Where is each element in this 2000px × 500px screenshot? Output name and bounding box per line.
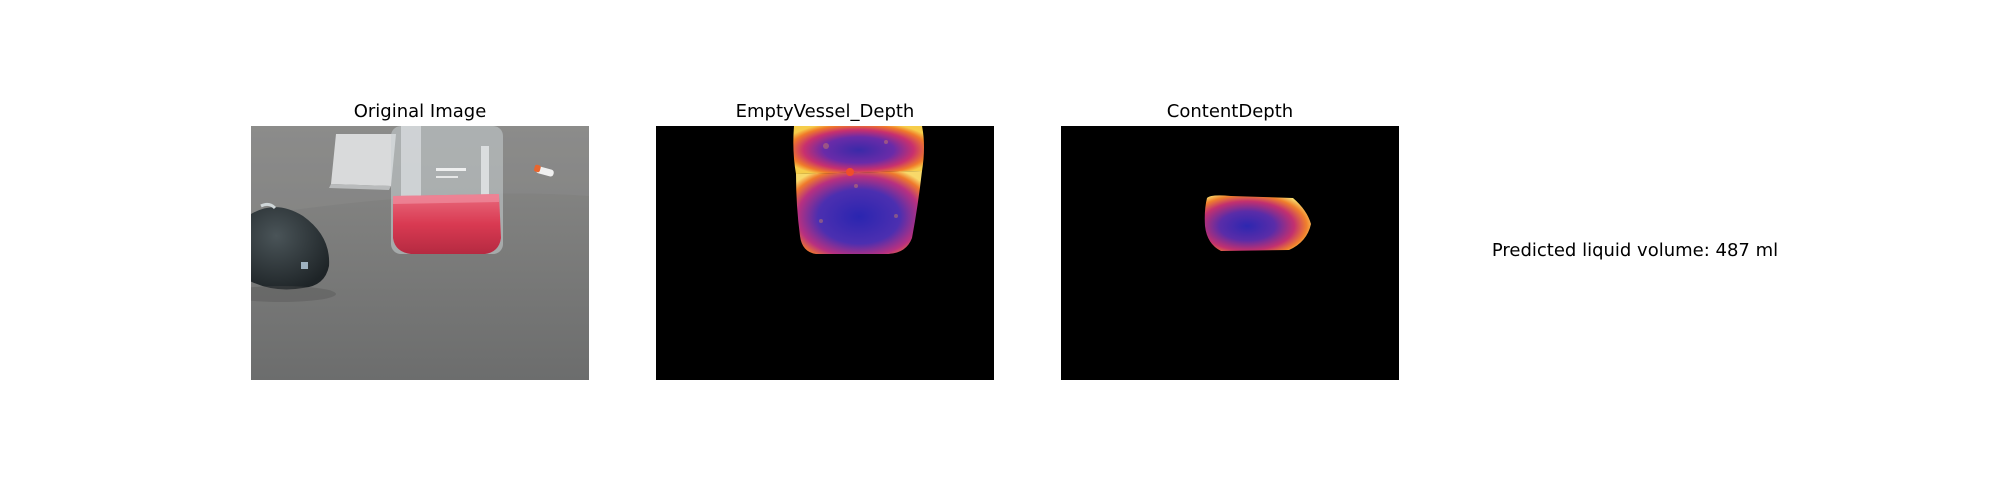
empty-vessel-depth-map — [656, 126, 994, 380]
content-depth-map — [1061, 126, 1399, 380]
panel-title-empty-vessel-depth: EmptyVessel_Depth — [735, 101, 915, 122]
panel-title-content-depth: ContentDepth — [1166, 101, 1294, 122]
predicted-volume-text: Predicted liquid volume: 487 ml — [1491, 240, 1779, 261]
content-depth-graphic — [1061, 126, 1399, 380]
panel-title-original: Original Image — [353, 101, 487, 122]
original-image — [251, 126, 589, 380]
empty-vessel-depth-graphic — [656, 126, 994, 380]
original-image-graphic — [251, 126, 589, 380]
